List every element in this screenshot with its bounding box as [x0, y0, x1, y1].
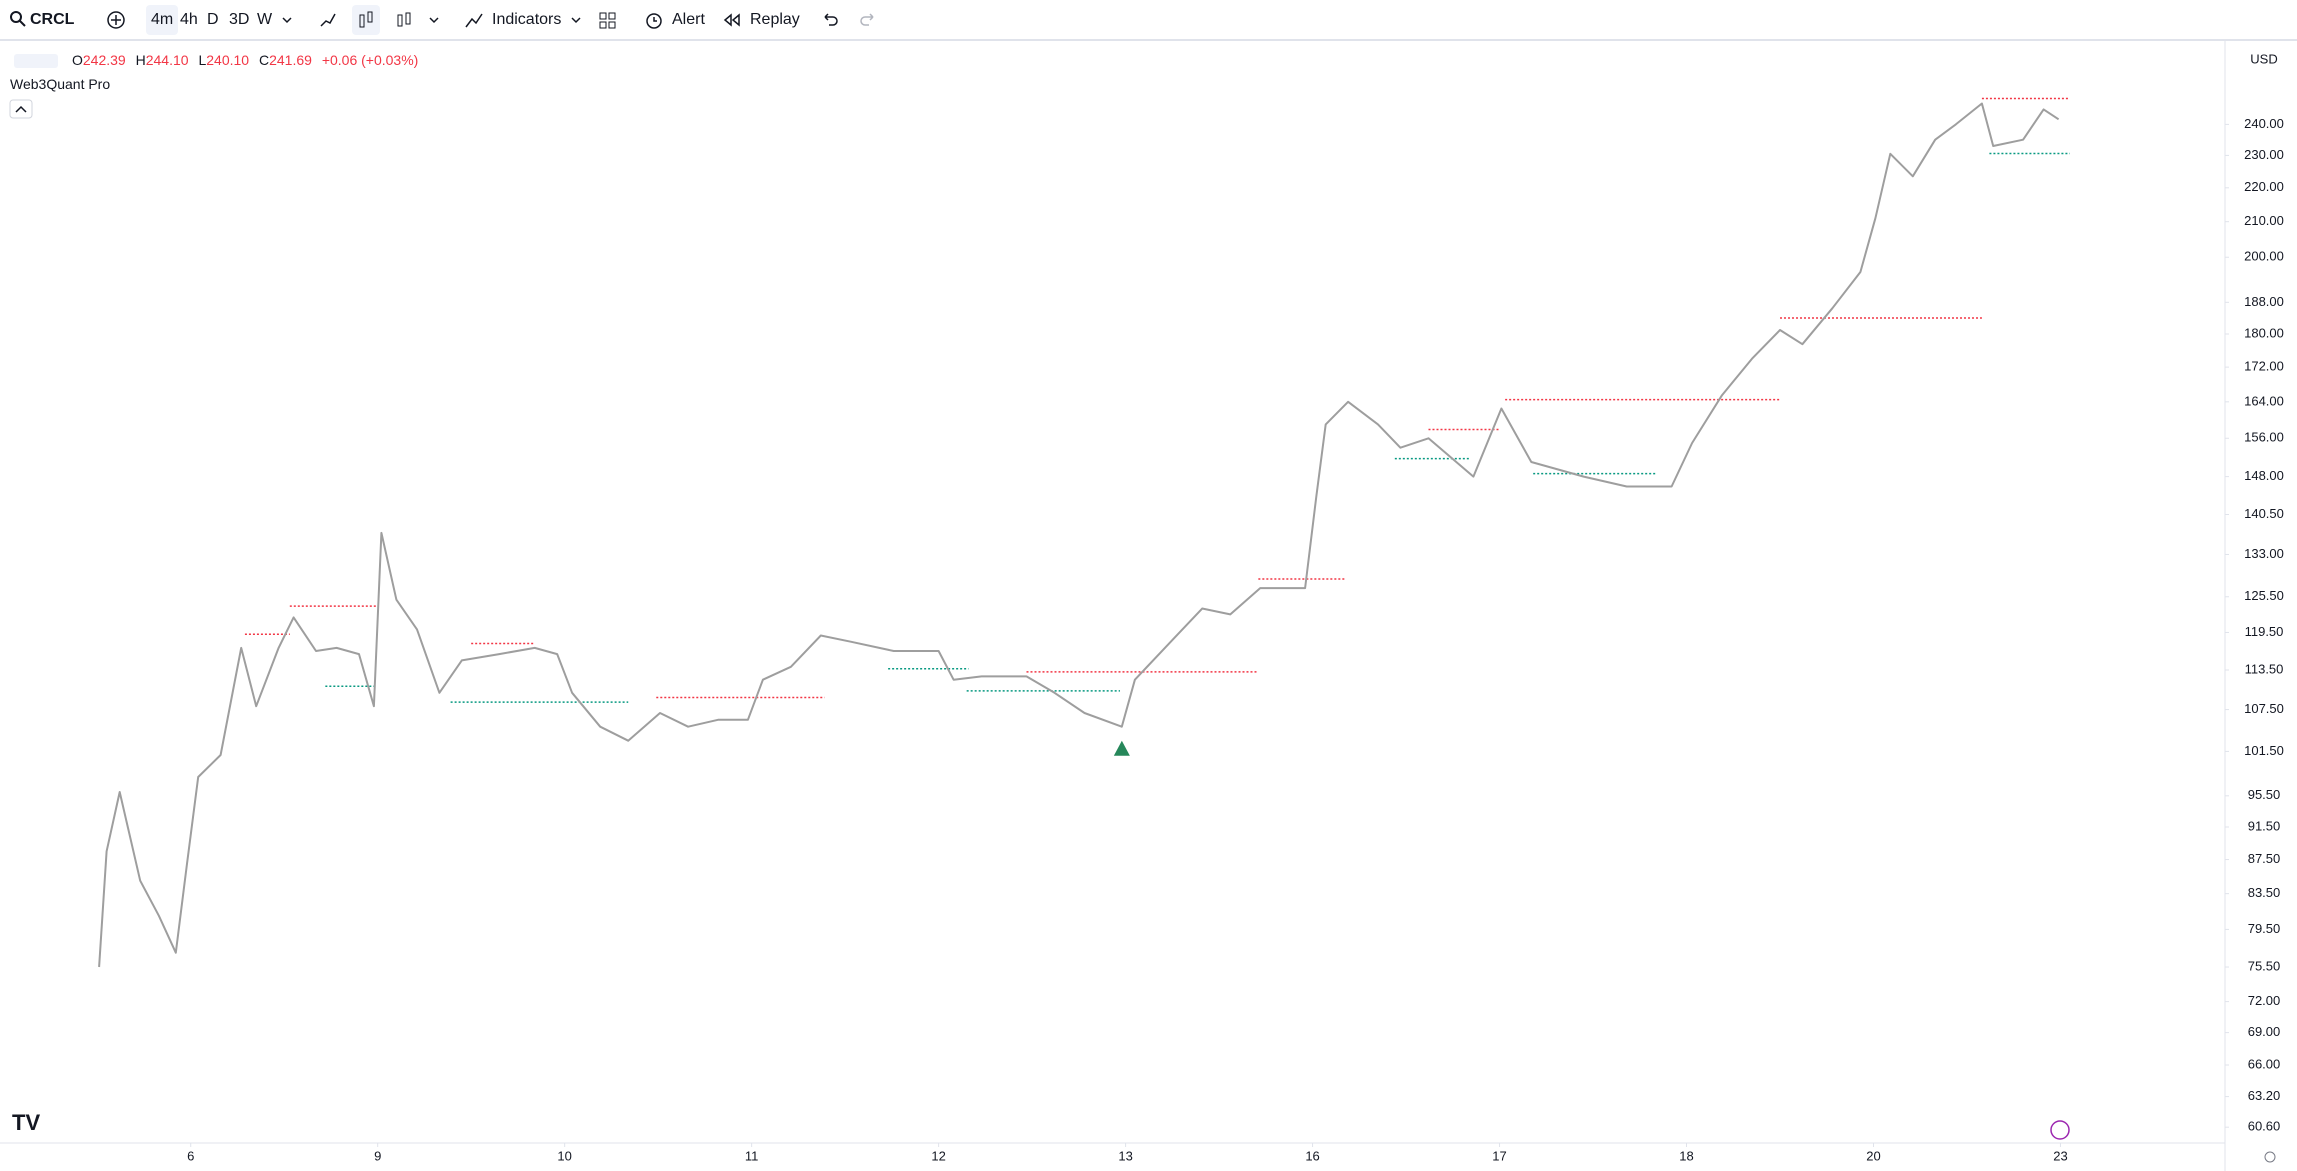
- y-tick-label: 72.00: [2248, 993, 2281, 1008]
- y-tick-label: 95.50: [2248, 787, 2281, 802]
- x-tick-label: 11: [745, 1148, 759, 1163]
- price-line: [98, 102, 2060, 968]
- x-tick-label: 17: [1492, 1148, 1506, 1163]
- y-tick-label: 140.50: [2244, 506, 2284, 521]
- legend-value: 240.10: [206, 52, 250, 68]
- replay-icon: [723, 13, 740, 27]
- y-tick-label: 119.50: [2245, 624, 2284, 639]
- y-tick-label: 107.50: [2244, 701, 2284, 716]
- alert-button[interactable]: Alert: [672, 11, 705, 28]
- buy-signal: [1113, 740, 1130, 756]
- y-tick-label: 91.50: [2248, 818, 2281, 833]
- undo-button[interactable]: [820, 10, 840, 30]
- y-tick-label: 164.00: [2244, 393, 2284, 408]
- legend-value: 244.10: [145, 52, 189, 68]
- dropdown[interactable]: [569, 10, 583, 30]
- y-tick-label: 113.50: [2245, 661, 2284, 676]
- indicators-button[interactable]: Indicators: [492, 11, 562, 28]
- legend-value: 242.39: [82, 52, 126, 68]
- y-tick-label: 156.00: [2244, 430, 2284, 445]
- candles-button[interactable]: [352, 5, 380, 35]
- x-tick-label: 12: [931, 1148, 945, 1163]
- indicators-icon: [465, 13, 483, 28]
- x-tick-label: 23: [2053, 1148, 2067, 1163]
- x-tick-label: 16: [1305, 1148, 1319, 1163]
- collapse-icon: [15, 105, 27, 113]
- add-symbol[interactable]: [106, 10, 126, 30]
- y-tick-label: 125.50: [2244, 588, 2284, 603]
- legend-change: +0.06 (+0.03%): [321, 52, 419, 68]
- legend-toggle[interactable]: [14, 54, 58, 68]
- ohlc-legend: O242.39 H244.10 L240.10 C241.69 +0.06 (+…: [72, 52, 424, 68]
- search-icon: [10, 11, 26, 27]
- chart-type[interactable]: [318, 10, 338, 30]
- y-tick-label: 60.60: [2248, 1119, 2281, 1134]
- y-tick-label: 63.20: [2248, 1088, 2281, 1103]
- redo-button[interactable]: [858, 10, 878, 30]
- y-tick-label: 240.00: [2244, 116, 2284, 131]
- legend-label: L: [198, 52, 207, 68]
- interval[interactable]: 4m: [146, 5, 179, 35]
- toolbar: CRCL 4m 4h D 3D W Indicators Alert Repla…: [0, 0, 2297, 41]
- interval[interactable]: D: [207, 11, 219, 28]
- dropdown[interactable]: [427, 10, 441, 30]
- legend-label: H: [135, 52, 146, 68]
- symbol[interactable]: CRCL: [30, 11, 75, 28]
- bars-button[interactable]: [394, 10, 414, 30]
- lightning-button[interactable]: [2050, 1120, 2070, 1140]
- y-tick-label: 75.50: [2248, 958, 2281, 973]
- y-tick-label: 83.50: [2248, 885, 2281, 900]
- y-tick-label: 172.00: [2244, 359, 2284, 374]
- legend-value: 241.69: [269, 52, 312, 68]
- replay-button[interactable]: Replay: [750, 11, 800, 28]
- y-tick-label: 66.00: [2248, 1056, 2281, 1071]
- collapse-button[interactable]: [9, 99, 33, 119]
- y-tick-label: 180.00: [2244, 325, 2284, 340]
- x-tick-label: 20: [1866, 1148, 1880, 1163]
- y-tick-label: 148.00: [2244, 468, 2284, 483]
- y-tick-label: 87.50: [2248, 851, 2281, 866]
- y-tick-label: 188.00: [2244, 294, 2284, 309]
- y-tick-label: 101.50: [2244, 743, 2284, 758]
- y-tick-label: 133.00: [2244, 546, 2284, 561]
- y-tick-label: 69.00: [2248, 1024, 2281, 1039]
- interval[interactable]: 3D: [229, 11, 250, 28]
- legend-label: C: [258, 52, 270, 68]
- tv-logo: TV: [12, 1110, 40, 1135]
- alert-icon: [646, 13, 662, 29]
- x-tick-label: 18: [1679, 1148, 1693, 1163]
- currency[interactable]: USD: [2250, 51, 2277, 66]
- x-tick-label: 13: [1118, 1148, 1132, 1163]
- x-tick-label: 9: [374, 1148, 381, 1163]
- dropdown[interactable]: [280, 10, 294, 30]
- indicator-name[interactable]: Web3Quant Pro: [10, 76, 111, 92]
- y-tick-label: 210.00: [2244, 213, 2284, 228]
- y-tick-label: 230.00: [2244, 147, 2284, 162]
- settings-button[interactable]: [2264, 1151, 2276, 1163]
- y-tick-label: 200.00: [2244, 249, 2284, 264]
- interval[interactable]: W: [257, 11, 273, 28]
- legend-label: O: [72, 52, 83, 68]
- x-tick-label: 6: [187, 1148, 194, 1163]
- interval[interactable]: 4h: [180, 11, 198, 28]
- x-tick-label: 10: [557, 1148, 571, 1163]
- y-tick-label: 220.00: [2244, 179, 2284, 194]
- y-tick-label: 79.50: [2248, 921, 2281, 936]
- layouts-button[interactable]: [598, 10, 618, 30]
